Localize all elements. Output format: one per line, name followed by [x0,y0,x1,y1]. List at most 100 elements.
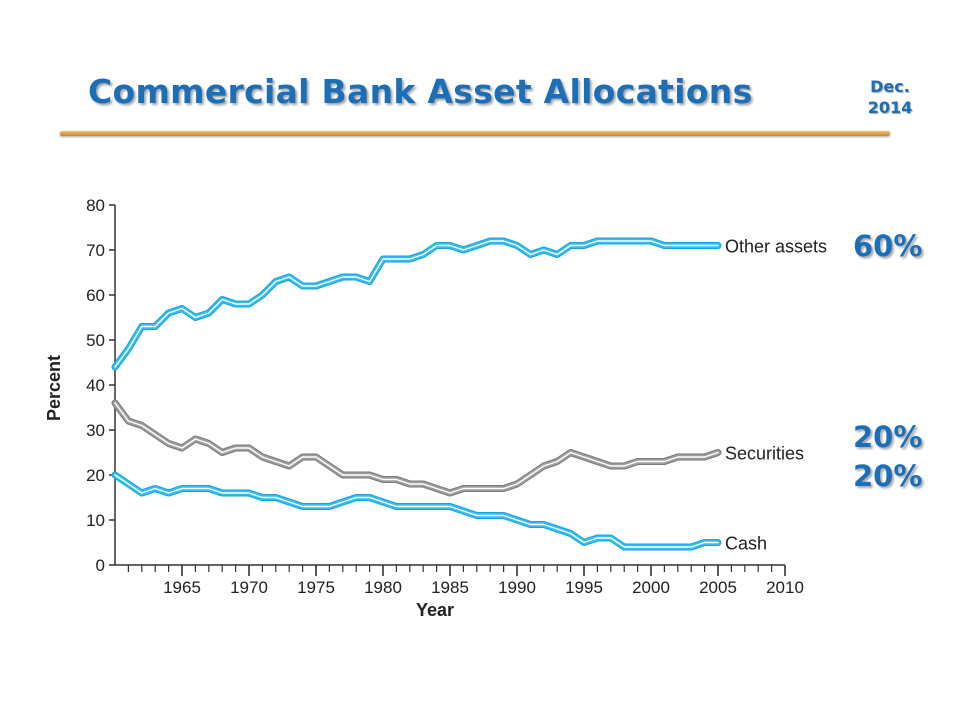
data-point-cash [407,504,412,509]
data-point-securities [541,464,546,469]
data-point-cash [139,491,144,496]
x-tick-label: 1975 [297,578,335,597]
data-point-securities [474,486,479,491]
data-point-securities [649,459,654,464]
data-point-other-assets [649,239,654,244]
x-tick-label: 1990 [498,578,536,597]
data-point-other-assets [662,243,667,248]
date-year: 2014 [867,98,913,117]
data-point-cash [622,545,627,550]
data-point-securities [568,450,573,455]
y-tick-label: 50 [86,331,105,350]
data-point-cash [675,545,680,550]
data-point-other-assets [367,279,372,284]
data-point-other-assets [421,252,426,257]
y-tick-label: 10 [86,511,105,530]
data-point-other-assets [273,279,278,284]
data-point-other-assets [702,243,707,248]
x-tick-label: 2005 [699,578,737,597]
data-point-cash [716,540,721,545]
data-point-securities [139,423,144,428]
data-point-other-assets [501,239,506,244]
data-point-securities [367,473,372,478]
data-point-other-assets [381,257,386,262]
data-point-securities [608,464,613,469]
data-point-cash [113,473,118,478]
data-point-other-assets [287,275,292,280]
data-point-other-assets [247,302,252,307]
data-point-cash [461,509,466,514]
data-point-securities [126,419,131,424]
data-point-other-assets [568,243,573,248]
series-outline-other-assets [111,237,722,371]
data-point-securities [434,486,439,491]
data-point-other-assets [233,302,238,307]
date-label: Dec. 2014 [850,76,930,118]
data-point-other-assets [528,252,533,257]
data-point-securities [233,446,238,451]
data-point-other-assets [689,243,694,248]
data-point-cash [434,504,439,509]
data-point-securities [340,473,345,478]
data-point-securities [273,459,278,464]
data-point-cash [649,545,654,550]
data-point-securities [220,450,225,455]
x-tick-label: 1985 [431,578,469,597]
data-point-other-assets [340,275,345,280]
data-point-cash [220,491,225,496]
data-point-securities [675,455,680,460]
data-point-cash [206,486,211,491]
data-point-securities [287,464,292,469]
data-point-cash [367,495,372,500]
data-point-securities [247,446,252,451]
data-point-other-assets [608,239,613,244]
data-point-securities [381,477,386,482]
slide-title: Commercial Bank Asset Allocations [88,72,753,111]
data-point-cash [180,486,185,491]
x-tick-label: 1995 [565,578,603,597]
data-point-cash [260,495,265,500]
y-tick-label: 0 [96,556,105,575]
data-point-other-assets [139,324,144,329]
data-point-securities [260,455,265,460]
callout-cash: 20% [853,459,923,493]
data-point-other-assets [582,243,587,248]
data-point-other-assets [166,311,171,316]
y-tick-label: 80 [86,196,105,215]
data-point-cash [166,491,171,496]
data-point-cash [193,486,198,491]
data-point-cash [635,545,640,550]
x-tick-label: 1970 [230,578,268,597]
data-point-cash [273,495,278,500]
data-point-securities [206,441,211,446]
data-point-cash [501,513,506,518]
y-tick-label: 30 [86,421,105,440]
series-label-securities: Securities [725,444,804,464]
data-point-other-assets [515,243,520,248]
data-point-cash [555,527,560,532]
data-point-other-assets [126,347,131,352]
data-point-cash [568,531,573,536]
data-point-other-assets [206,311,211,316]
data-point-other-assets [635,239,640,244]
y-tick-label: 40 [86,376,105,395]
data-point-securities [300,455,305,460]
data-point-securities [448,491,453,496]
data-point-securities [555,459,560,464]
data-point-other-assets [300,284,305,289]
data-point-securities [327,464,332,469]
data-point-securities [635,459,640,464]
data-point-cash [488,513,493,518]
data-point-securities [689,455,694,460]
data-point-other-assets [595,239,600,244]
x-tick-label: 1965 [163,578,201,597]
series-highlight-securities [114,402,719,494]
data-point-other-assets [220,297,225,302]
title-divider [60,131,890,136]
data-point-cash [608,536,613,541]
data-point-other-assets [327,279,332,284]
x-axis-title: Year [416,600,454,620]
data-point-other-assets [541,248,546,253]
series-label-cash: Cash [725,534,767,554]
